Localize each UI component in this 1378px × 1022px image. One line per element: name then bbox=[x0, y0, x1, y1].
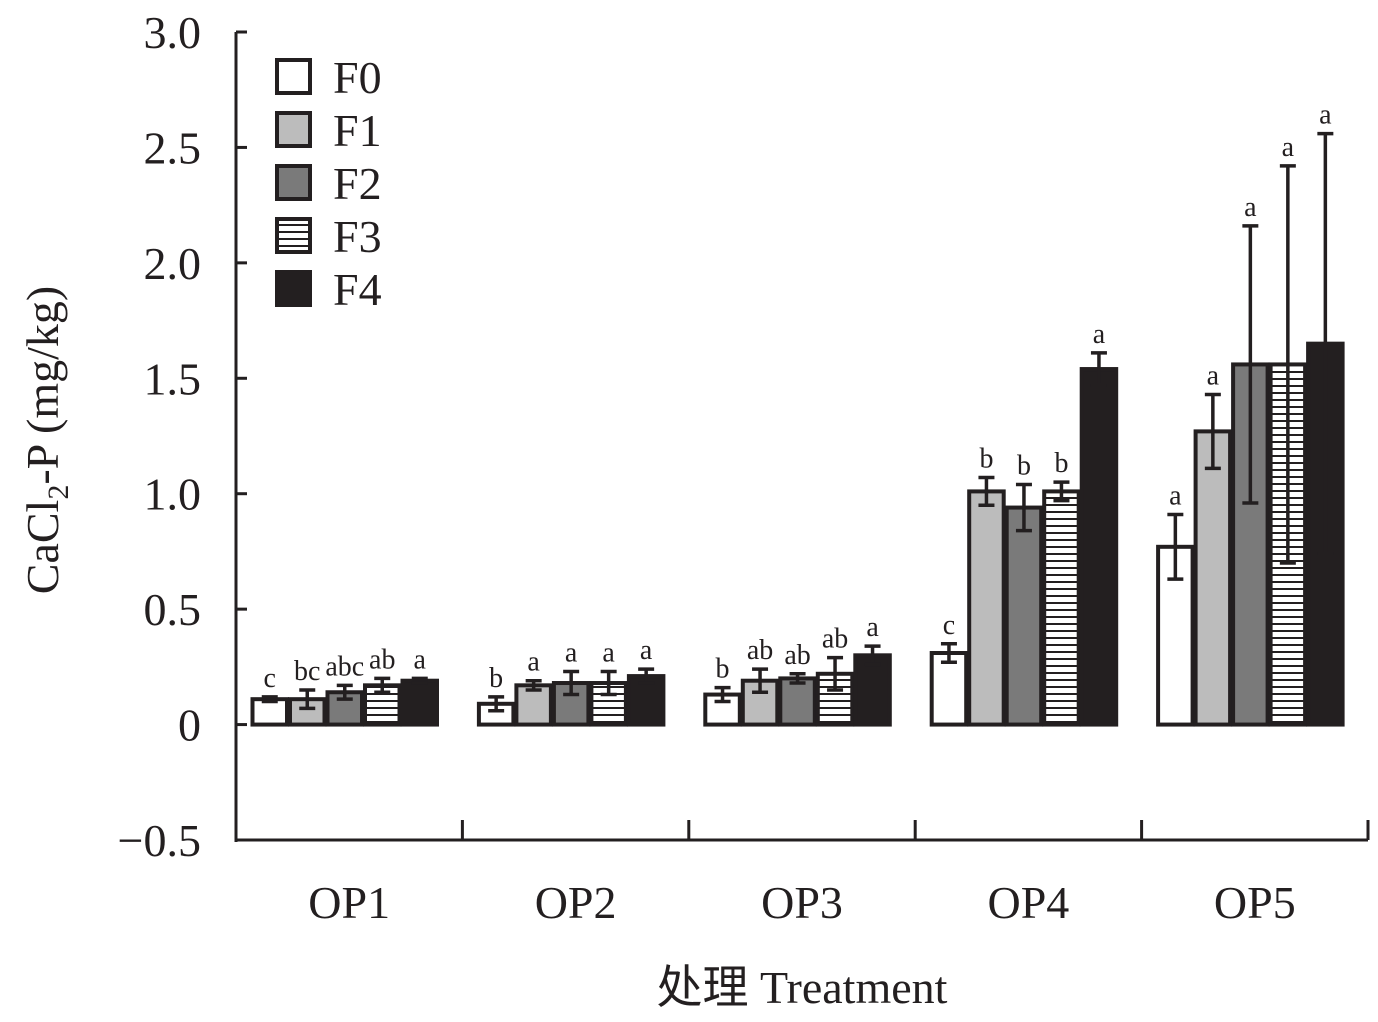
significance-label-f0-op1: c bbox=[264, 663, 276, 694]
axes-layer: 3.0 2.5 2.0 1.5 1.0 0.5 0 −0.5 OP1 OP2 OP3 OP4 OP5 bbox=[118, 7, 1370, 928]
significance-label-f1-op1: bc bbox=[294, 656, 320, 687]
x-tick-label-op3: OP3 bbox=[761, 877, 843, 928]
significance-label-f4-op4: a bbox=[1093, 319, 1106, 350]
legend-label-f3: F3 bbox=[333, 211, 382, 262]
error-bar-f0-op2 bbox=[488, 695, 505, 713]
error-bar-f4-op3 bbox=[864, 644, 881, 667]
error-bar-f3-op5 bbox=[1279, 164, 1296, 565]
y-tick-label: 2.0 bbox=[144, 238, 202, 289]
legend-swatch-f0 bbox=[275, 58, 312, 95]
y-axis-title-main: CaCl bbox=[17, 500, 68, 595]
error-bar-f4-op4 bbox=[1090, 351, 1107, 387]
significance-label-f4-op1: a bbox=[414, 644, 427, 675]
significance-label-f2-op1: abc bbox=[325, 651, 364, 682]
error-bar-f0-op3 bbox=[714, 685, 731, 704]
significance-label-f2-op3: ab bbox=[784, 640, 810, 671]
error-bar-f2-op1 bbox=[336, 683, 353, 701]
significance-label-f3-op1: ab bbox=[369, 644, 395, 675]
bar-f4-op4 bbox=[1079, 367, 1119, 727]
legend-label-f1: F1 bbox=[333, 105, 382, 156]
legend-swatch-f2 bbox=[275, 164, 312, 201]
error-bar-f4-op2 bbox=[638, 667, 655, 685]
significance-label-f0-op3: b bbox=[716, 654, 730, 685]
error-bar-f2-op4 bbox=[1015, 482, 1032, 533]
error-bar-f3-op1 bbox=[374, 676, 391, 695]
error-bar-f1-op2 bbox=[525, 678, 542, 692]
error-bar-f2-op2 bbox=[563, 669, 580, 697]
bar-f4-op1 bbox=[400, 678, 439, 727]
significance-label-f3-op5: a bbox=[1282, 132, 1295, 163]
significance-label-f3-op2: a bbox=[602, 637, 615, 668]
error-bar-f1-op4 bbox=[978, 475, 995, 508]
y-axis-title-subscript: 2 bbox=[42, 485, 75, 500]
bar-f1-op2 bbox=[514, 683, 553, 727]
legend-label-f0: F0 bbox=[333, 52, 382, 103]
significance-label-f2-op2: a bbox=[565, 637, 578, 668]
significance-label-f0-op5: a bbox=[1169, 480, 1182, 511]
significance-label-f1-op2: a bbox=[527, 647, 540, 678]
bar-f3-op2 bbox=[589, 681, 628, 727]
legend-swatch-f3 bbox=[275, 217, 312, 254]
x-tick-label-op1: OP1 bbox=[308, 877, 390, 928]
bar-f2-op3 bbox=[778, 676, 817, 727]
legend-swatch-f1 bbox=[275, 111, 312, 148]
error-bar-f3-op4 bbox=[1053, 480, 1070, 503]
bar-f2-op4 bbox=[1004, 505, 1044, 727]
y-tick-label: 0 bbox=[178, 700, 201, 751]
x-tick-label-op5: OP5 bbox=[1214, 877, 1296, 928]
significance-label-f0-op2: b bbox=[489, 663, 503, 694]
bar-f3-op4 bbox=[1042, 489, 1081, 727]
y-tick-label: 3.0 bbox=[144, 7, 202, 58]
bar-f2-op5 bbox=[1231, 362, 1270, 727]
legend-swatch-f4 bbox=[275, 270, 312, 307]
y-tick-label: 2.5 bbox=[144, 122, 202, 173]
y-tick-label: 0.5 bbox=[144, 584, 202, 635]
error-bar-f1-op5 bbox=[1204, 392, 1221, 471]
y-tick-label: −0.5 bbox=[118, 815, 201, 866]
x-tick-label-op4: OP4 bbox=[987, 877, 1069, 928]
significance-label-f3-op4: b bbox=[1054, 448, 1068, 479]
significance-label-f2-op5: a bbox=[1244, 192, 1257, 223]
error-bar-f4-op1 bbox=[411, 676, 428, 685]
error-bar-f1-op3 bbox=[752, 667, 769, 695]
error-bar-f3-op3 bbox=[827, 655, 844, 692]
y-axis-title-rest: -P (mg/kg) bbox=[17, 286, 68, 485]
significance-label-f1-op5: a bbox=[1207, 360, 1220, 391]
x-tick-label-op2: OP2 bbox=[535, 877, 617, 928]
error-bar-f1-op1 bbox=[299, 688, 316, 711]
significance-label-f2-op4: b bbox=[1017, 450, 1031, 481]
legend-label-f2: F2 bbox=[333, 158, 382, 209]
significance-label-f3-op3: ab bbox=[822, 624, 848, 655]
legend-label-f4: F4 bbox=[333, 264, 382, 315]
bar-f1-op5 bbox=[1193, 429, 1233, 727]
y-axis-title: CaCl2-P (mg/kg) bbox=[17, 286, 75, 594]
error-bar-f0-op4 bbox=[940, 642, 957, 664]
error-bar-f0-op1 bbox=[261, 695, 278, 704]
x-axis-title: 处理 Treatment bbox=[657, 962, 948, 1013]
error-bar-f0-op5 bbox=[1167, 512, 1184, 581]
significance-label-f4-op2: a bbox=[640, 635, 653, 666]
significance-label-f0-op4: c bbox=[943, 610, 955, 641]
significance-label-f1-op4: b bbox=[979, 444, 993, 475]
error-bar-f4-op5 bbox=[1317, 131, 1334, 556]
significance-label-f4-op3: a bbox=[866, 612, 879, 643]
error-bar-f3-op2 bbox=[600, 669, 617, 697]
y-tick-label: 1.5 bbox=[144, 353, 202, 404]
bar-f1-op4 bbox=[967, 489, 1006, 727]
y-tick-label: 1.0 bbox=[144, 469, 202, 520]
error-bar-f2-op3 bbox=[789, 672, 806, 685]
significance-label-f4-op5: a bbox=[1319, 100, 1332, 131]
error-bar-f2-op5 bbox=[1242, 224, 1259, 505]
significance-label-f1-op3: ab bbox=[747, 635, 773, 666]
